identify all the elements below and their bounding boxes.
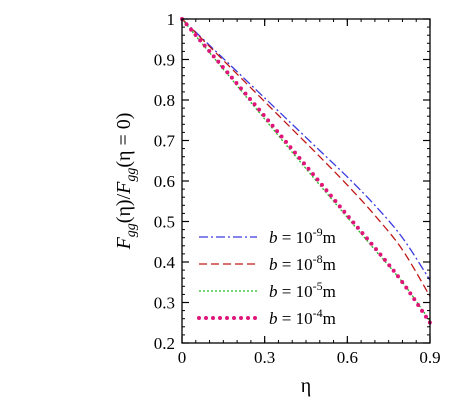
legend: b = 10-9m b = 10-8m b = 10-5m b = 10-4m bbox=[197, 225, 336, 328]
legend-label-1: b = 10-9m bbox=[269, 225, 336, 247]
series-line-2 bbox=[181, 18, 431, 297]
legend-label-3: b = 10-5m bbox=[269, 279, 336, 301]
y-tick-label: 0.3 bbox=[154, 294, 175, 313]
axis-ticks: 0.2 0.3 0.4 0.5 0.6 0.7 0.8 0.9 1 0 0.3 0.6 0.9 bbox=[154, 10, 441, 367]
y-tick-label: 0.6 bbox=[154, 172, 175, 191]
x-tick-label: 0.9 bbox=[419, 348, 440, 367]
x-axis-title: η bbox=[301, 375, 311, 397]
y-tick-label: 0.5 bbox=[154, 213, 175, 232]
y-title-mid: (η)/ bbox=[113, 193, 135, 223]
series-layer bbox=[180, 17, 432, 325]
y-axis-title: Fgg(η)/Fgg(η = 0) bbox=[113, 113, 139, 251]
y-title-tail: (η = 0) bbox=[113, 113, 135, 168]
series-line-1 bbox=[181, 18, 431, 281]
y-tick-label: 1 bbox=[167, 10, 176, 29]
y-tick-label: 0.8 bbox=[154, 91, 175, 110]
x-tick-label: 0.6 bbox=[337, 348, 358, 367]
y-title-sub2: gg bbox=[124, 168, 139, 182]
y-title-f1: F bbox=[113, 236, 135, 250]
y-title-sub1: gg bbox=[124, 223, 139, 237]
legend-label-2: b = 10-8m bbox=[269, 252, 336, 274]
series-line-4 bbox=[180, 17, 432, 325]
y-tick-label: 0.7 bbox=[154, 132, 176, 151]
x-tick-label: 0.3 bbox=[254, 348, 275, 367]
y-tick-label: 0.2 bbox=[154, 334, 175, 353]
y-title-f2: F bbox=[113, 181, 135, 195]
x-tick-label: 0 bbox=[178, 348, 187, 367]
series-line-3 bbox=[181, 18, 431, 322]
y-tick-label: 0.4 bbox=[154, 253, 176, 272]
legend-label-4: b = 10-4m bbox=[269, 306, 336, 328]
y-tick-label: 0.9 bbox=[154, 51, 175, 70]
